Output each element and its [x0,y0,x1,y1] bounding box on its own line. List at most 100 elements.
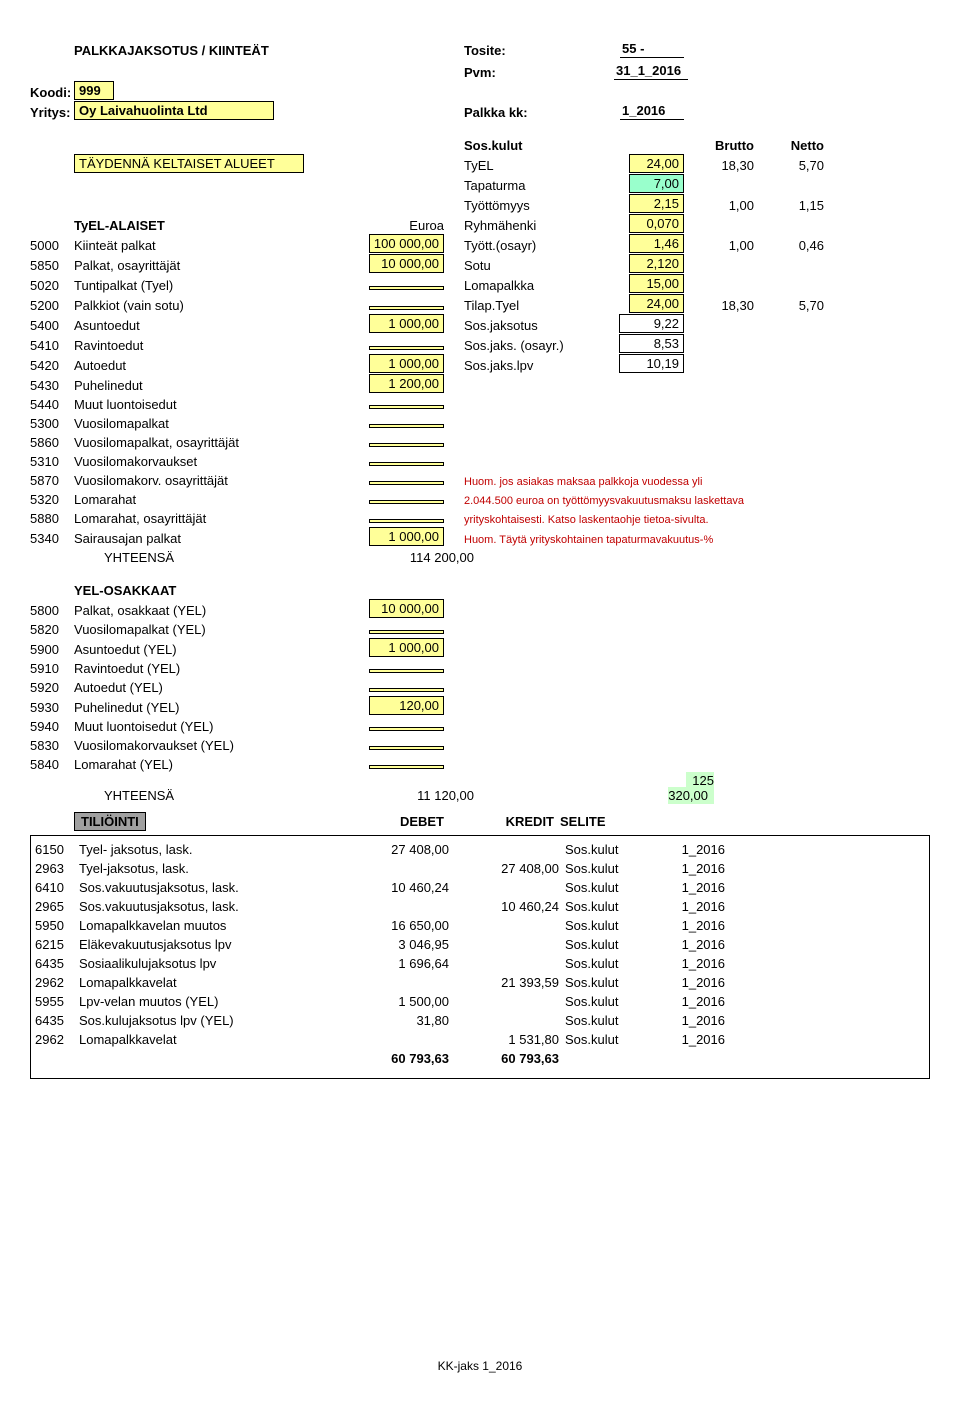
acct-label: Vuosilomakorv. osayrittäjät [74,473,364,488]
tili-period: 1_2016 [645,899,725,917]
palkkakk-label: Palkka kk: [464,105,614,120]
acct-code: 5830 [30,738,74,753]
amount-field[interactable] [369,346,444,350]
amount-field[interactable]: 100 000,00 [369,234,444,253]
amount-field[interactable]: 1 000,00 [369,314,444,333]
fill-note: TÄYDENNÄ KELTAISET ALUEET [74,154,304,173]
tili-kredit: 1 531,80 [449,1032,559,1050]
rate-label: Työttömyys [464,198,614,213]
tili-row: 2962Lomapalkkavelat1 531,80Sos.kulut1_20… [35,1032,925,1050]
amount-field[interactable] [369,481,444,485]
tyel-row: 5400Asuntoedut1 000,00Sos.jaksotus9,22 [30,314,930,333]
tili-period: 1_2016 [645,956,725,974]
tili-kredit [449,842,559,860]
tosite-value: 55 - [620,41,684,58]
kredit-label: KREDIT [444,814,554,829]
rate-v3: 5,70 [754,158,824,173]
acct-label: Autoedut [74,358,364,373]
acct-label: Tuntipalkat (Tyel) [74,278,364,293]
rate-label: Tilap.Tyel [464,298,614,313]
tili-debet: 3 046,95 [349,937,449,955]
yel-row: 5900Asuntoedut (YEL)1 000,00 [30,638,930,657]
acct-code: 5900 [30,642,74,657]
amount-field[interactable] [369,669,444,673]
amount-field[interactable] [369,306,444,310]
acct-code: 5430 [30,378,74,393]
amount-field[interactable]: 10 000,00 [369,254,444,273]
amount-field[interactable] [369,519,444,523]
acct-code: 5320 [30,492,74,507]
yel-row: 5830Vuosilomakorvaukset (YEL) [30,735,930,753]
rate-v2: 18,30 [684,158,754,173]
amount-field[interactable] [369,500,444,504]
amount-field[interactable] [369,462,444,466]
tili-selite: Sos.kulut [559,1032,645,1050]
rate-v1[interactable]: 7,00 [629,174,684,193]
rate-v1[interactable]: 0,070 [629,214,684,233]
tili-row: 5955Lpv-velan muutos (YEL)1 500,00Sos.ku… [35,994,925,1012]
amount-field[interactable] [369,630,444,634]
tili-selite: Sos.kulut [559,975,645,993]
amount-field[interactable]: 120,00 [369,696,444,715]
acct-code: 5020 [30,278,74,293]
rate-v3: 1,15 [754,198,824,213]
acct-label: Vuosilomapalkat (YEL) [74,622,364,637]
amount-field[interactable] [369,727,444,731]
rate-label: Huom. jos asiakas maksaa palkkoja vuodes… [464,476,814,488]
tili-row: 6150Tyel- jaksotus, lask.27 408,00Sos.ku… [35,842,925,860]
amount-field[interactable] [369,405,444,409]
rate-v1[interactable]: 2,15 [629,194,684,213]
acct-label: Muut luontoisedut (YEL) [74,719,364,734]
acct-label: Autoedut (YEL) [74,680,364,695]
amount-field[interactable]: 1 000,00 [369,354,444,373]
amount-field[interactable] [369,424,444,428]
amount-field[interactable]: 10 000,00 [369,599,444,618]
header-row-1: PALKKAJAKSOTUS / KIINTEÄT Tosite: 55 - [30,40,930,58]
sum-kredit: 60 793,63 [449,1051,559,1069]
tili-period: 1_2016 [645,937,725,955]
tili-code: 6150 [35,842,79,860]
acct-label: Sairausajan palkat [74,531,364,546]
tili-debet [349,899,449,917]
tili-debet: 10 460,24 [349,880,449,898]
tyel-row: 5430Puhelinedut 1 200,00 [30,374,930,393]
acct-code: 5310 [30,454,74,469]
amount-field[interactable]: 1 200,00 [369,374,444,393]
rate-label: Tapaturma [464,178,614,193]
rate-label: 2.044.500 euroa on työttömyysvakuutusmak… [464,495,814,507]
tili-period: 1_2016 [645,994,725,1012]
tili-debet [349,861,449,879]
rate-v1[interactable]: 24,00 [629,154,684,173]
amount-field[interactable] [369,746,444,750]
tyel-row: 5440Muut luontoisedut [30,394,930,412]
tili-code: 2962 [35,975,79,993]
page-title: PALKKAJAKSOTUS / KIINTEÄT [74,43,364,58]
tili-label: Sosiaalikulujaksotus lpv [79,956,349,974]
rate-row: Tapaturma 7,00 [30,174,930,193]
rate-label: Sos.jaks.lpv [464,358,614,373]
tili-row: 6435Sosiaalikulujaksotus lpv1 696,64Sos.… [35,956,925,974]
tili-heading: TILIÖINTI [74,812,146,831]
rate-label: TyEL [464,158,614,173]
amount-field[interactable]: 1 000,00 [369,527,444,546]
acct-label: Asuntoedut [74,318,364,333]
tyel-row: 5860Vuosilomapalkat, osayrittäjät [30,432,930,450]
tili-selite: Sos.kulut [559,956,645,974]
amount-field[interactable] [369,765,444,769]
acct-label: Puhelinedut [74,378,364,393]
tili-kredit [449,880,559,898]
amount-field[interactable]: 1 000,00 [369,638,444,657]
tosite-label: Tosite: [464,43,614,58]
tili-period: 1_2016 [645,918,725,936]
koodi-value[interactable]: 999 [74,81,114,100]
acct-code: 5340 [30,531,74,546]
yritys-value[interactable]: Oy Laivahuolinta Ltd [74,101,274,120]
amount-field[interactable] [369,286,444,290]
amount-field[interactable] [369,443,444,447]
acct-code: 5440 [30,397,74,412]
amount-field[interactable] [369,688,444,692]
tyel-row: 5320Lomarahat2.044.500 euroa on työttömy… [30,489,930,507]
yel-row: 5920Autoedut (YEL) [30,677,930,695]
tili-kredit [449,937,559,955]
acct-code: 5880 [30,511,74,526]
